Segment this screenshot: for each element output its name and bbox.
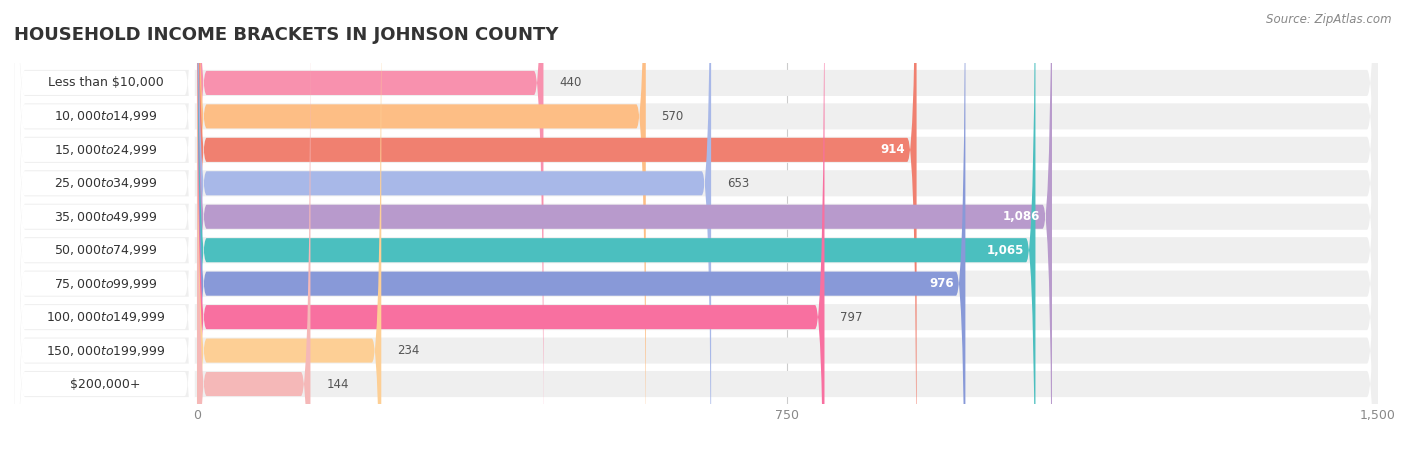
Text: Source: ZipAtlas.com: Source: ZipAtlas.com xyxy=(1267,13,1392,26)
FancyBboxPatch shape xyxy=(15,0,194,449)
Text: $50,000 to $74,999: $50,000 to $74,999 xyxy=(53,243,157,257)
FancyBboxPatch shape xyxy=(197,0,711,449)
FancyBboxPatch shape xyxy=(15,0,194,449)
Text: Less than $10,000: Less than $10,000 xyxy=(48,76,163,89)
FancyBboxPatch shape xyxy=(197,0,824,449)
FancyBboxPatch shape xyxy=(15,0,194,449)
FancyBboxPatch shape xyxy=(14,0,1378,449)
Text: $25,000 to $34,999: $25,000 to $34,999 xyxy=(53,176,157,190)
FancyBboxPatch shape xyxy=(197,0,917,449)
FancyBboxPatch shape xyxy=(197,0,645,449)
Text: 144: 144 xyxy=(326,378,349,391)
FancyBboxPatch shape xyxy=(197,0,381,449)
FancyBboxPatch shape xyxy=(14,0,1378,449)
Text: 976: 976 xyxy=(929,277,953,290)
FancyBboxPatch shape xyxy=(15,0,194,449)
FancyBboxPatch shape xyxy=(15,0,194,449)
Text: 1,065: 1,065 xyxy=(986,244,1024,257)
Text: $150,000 to $199,999: $150,000 to $199,999 xyxy=(46,343,166,357)
Text: $100,000 to $149,999: $100,000 to $149,999 xyxy=(46,310,166,324)
FancyBboxPatch shape xyxy=(14,0,1378,449)
Text: 653: 653 xyxy=(727,177,749,190)
FancyBboxPatch shape xyxy=(197,0,1052,449)
FancyBboxPatch shape xyxy=(15,0,194,449)
FancyBboxPatch shape xyxy=(15,0,194,449)
FancyBboxPatch shape xyxy=(197,0,966,449)
FancyBboxPatch shape xyxy=(15,0,194,449)
Text: 440: 440 xyxy=(560,76,582,89)
FancyBboxPatch shape xyxy=(14,0,1378,449)
Text: 797: 797 xyxy=(841,311,863,324)
FancyBboxPatch shape xyxy=(14,0,1378,449)
FancyBboxPatch shape xyxy=(14,0,1378,449)
FancyBboxPatch shape xyxy=(197,0,311,449)
FancyBboxPatch shape xyxy=(14,0,1378,449)
FancyBboxPatch shape xyxy=(14,0,1378,449)
Text: HOUSEHOLD INCOME BRACKETS IN JOHNSON COUNTY: HOUSEHOLD INCOME BRACKETS IN JOHNSON COU… xyxy=(14,26,558,44)
Text: $200,000+: $200,000+ xyxy=(70,378,141,391)
FancyBboxPatch shape xyxy=(15,0,194,449)
Text: 914: 914 xyxy=(880,143,905,156)
FancyBboxPatch shape xyxy=(197,0,1035,449)
Text: $35,000 to $49,999: $35,000 to $49,999 xyxy=(53,210,157,224)
Text: 570: 570 xyxy=(662,110,683,123)
FancyBboxPatch shape xyxy=(15,0,194,449)
FancyBboxPatch shape xyxy=(14,0,1378,449)
Text: $75,000 to $99,999: $75,000 to $99,999 xyxy=(53,277,157,291)
Text: $10,000 to $14,999: $10,000 to $14,999 xyxy=(53,110,157,123)
FancyBboxPatch shape xyxy=(197,0,544,449)
Text: 234: 234 xyxy=(396,344,419,357)
FancyBboxPatch shape xyxy=(14,0,1378,449)
Text: $15,000 to $24,999: $15,000 to $24,999 xyxy=(53,143,157,157)
Text: 1,086: 1,086 xyxy=(1002,210,1040,223)
